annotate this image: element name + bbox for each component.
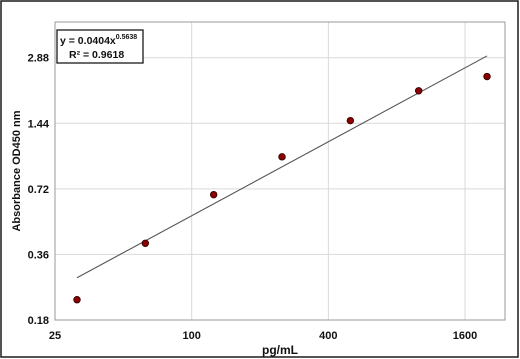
data-point [483, 72, 491, 81]
x-tick-label: 1600 [453, 330, 477, 342]
y-tick-label: 2.88 [28, 53, 49, 65]
y-tick-label: 1.44 [28, 118, 50, 130]
data-point [414, 87, 423, 95]
y-tick-label: 0.36 [28, 249, 49, 261]
r-squared: R² = 0.9618 [69, 49, 124, 61]
equation-box: y = 0.0404x0.5638 R² = 0.9618 [56, 29, 144, 64]
fit-equation-base: y = 0.0404x [60, 35, 116, 47]
data-point [209, 190, 218, 199]
y-tick-label: 0.18 [28, 315, 49, 327]
data-point [141, 239, 150, 247]
y-axis-label: Absorbance OD450 nm [11, 110, 23, 231]
data-points [73, 72, 491, 304]
x-axis-label: pg/mL [262, 343, 298, 357]
y-tick-labels: 0.18 0.36 0.72 1.44 2.88 [28, 53, 50, 327]
x-tick-label: 25 [49, 330, 61, 342]
x-tick-labels: 25 100 400 1600 [49, 330, 477, 342]
x-tick-label: 400 [319, 330, 337, 342]
data-point [346, 116, 355, 125]
data-point [73, 296, 81, 304]
data-point [278, 153, 286, 161]
fit-equation-exponent: 0.5638 [116, 34, 138, 41]
plot-frame [54, 21, 506, 321]
y-tick-label: 0.72 [28, 184, 49, 196]
x-tick-label: 100 [182, 330, 200, 342]
equation-box-frame [56, 29, 144, 64]
fit-equation: y = 0.0404x0.5638 [60, 34, 137, 47]
